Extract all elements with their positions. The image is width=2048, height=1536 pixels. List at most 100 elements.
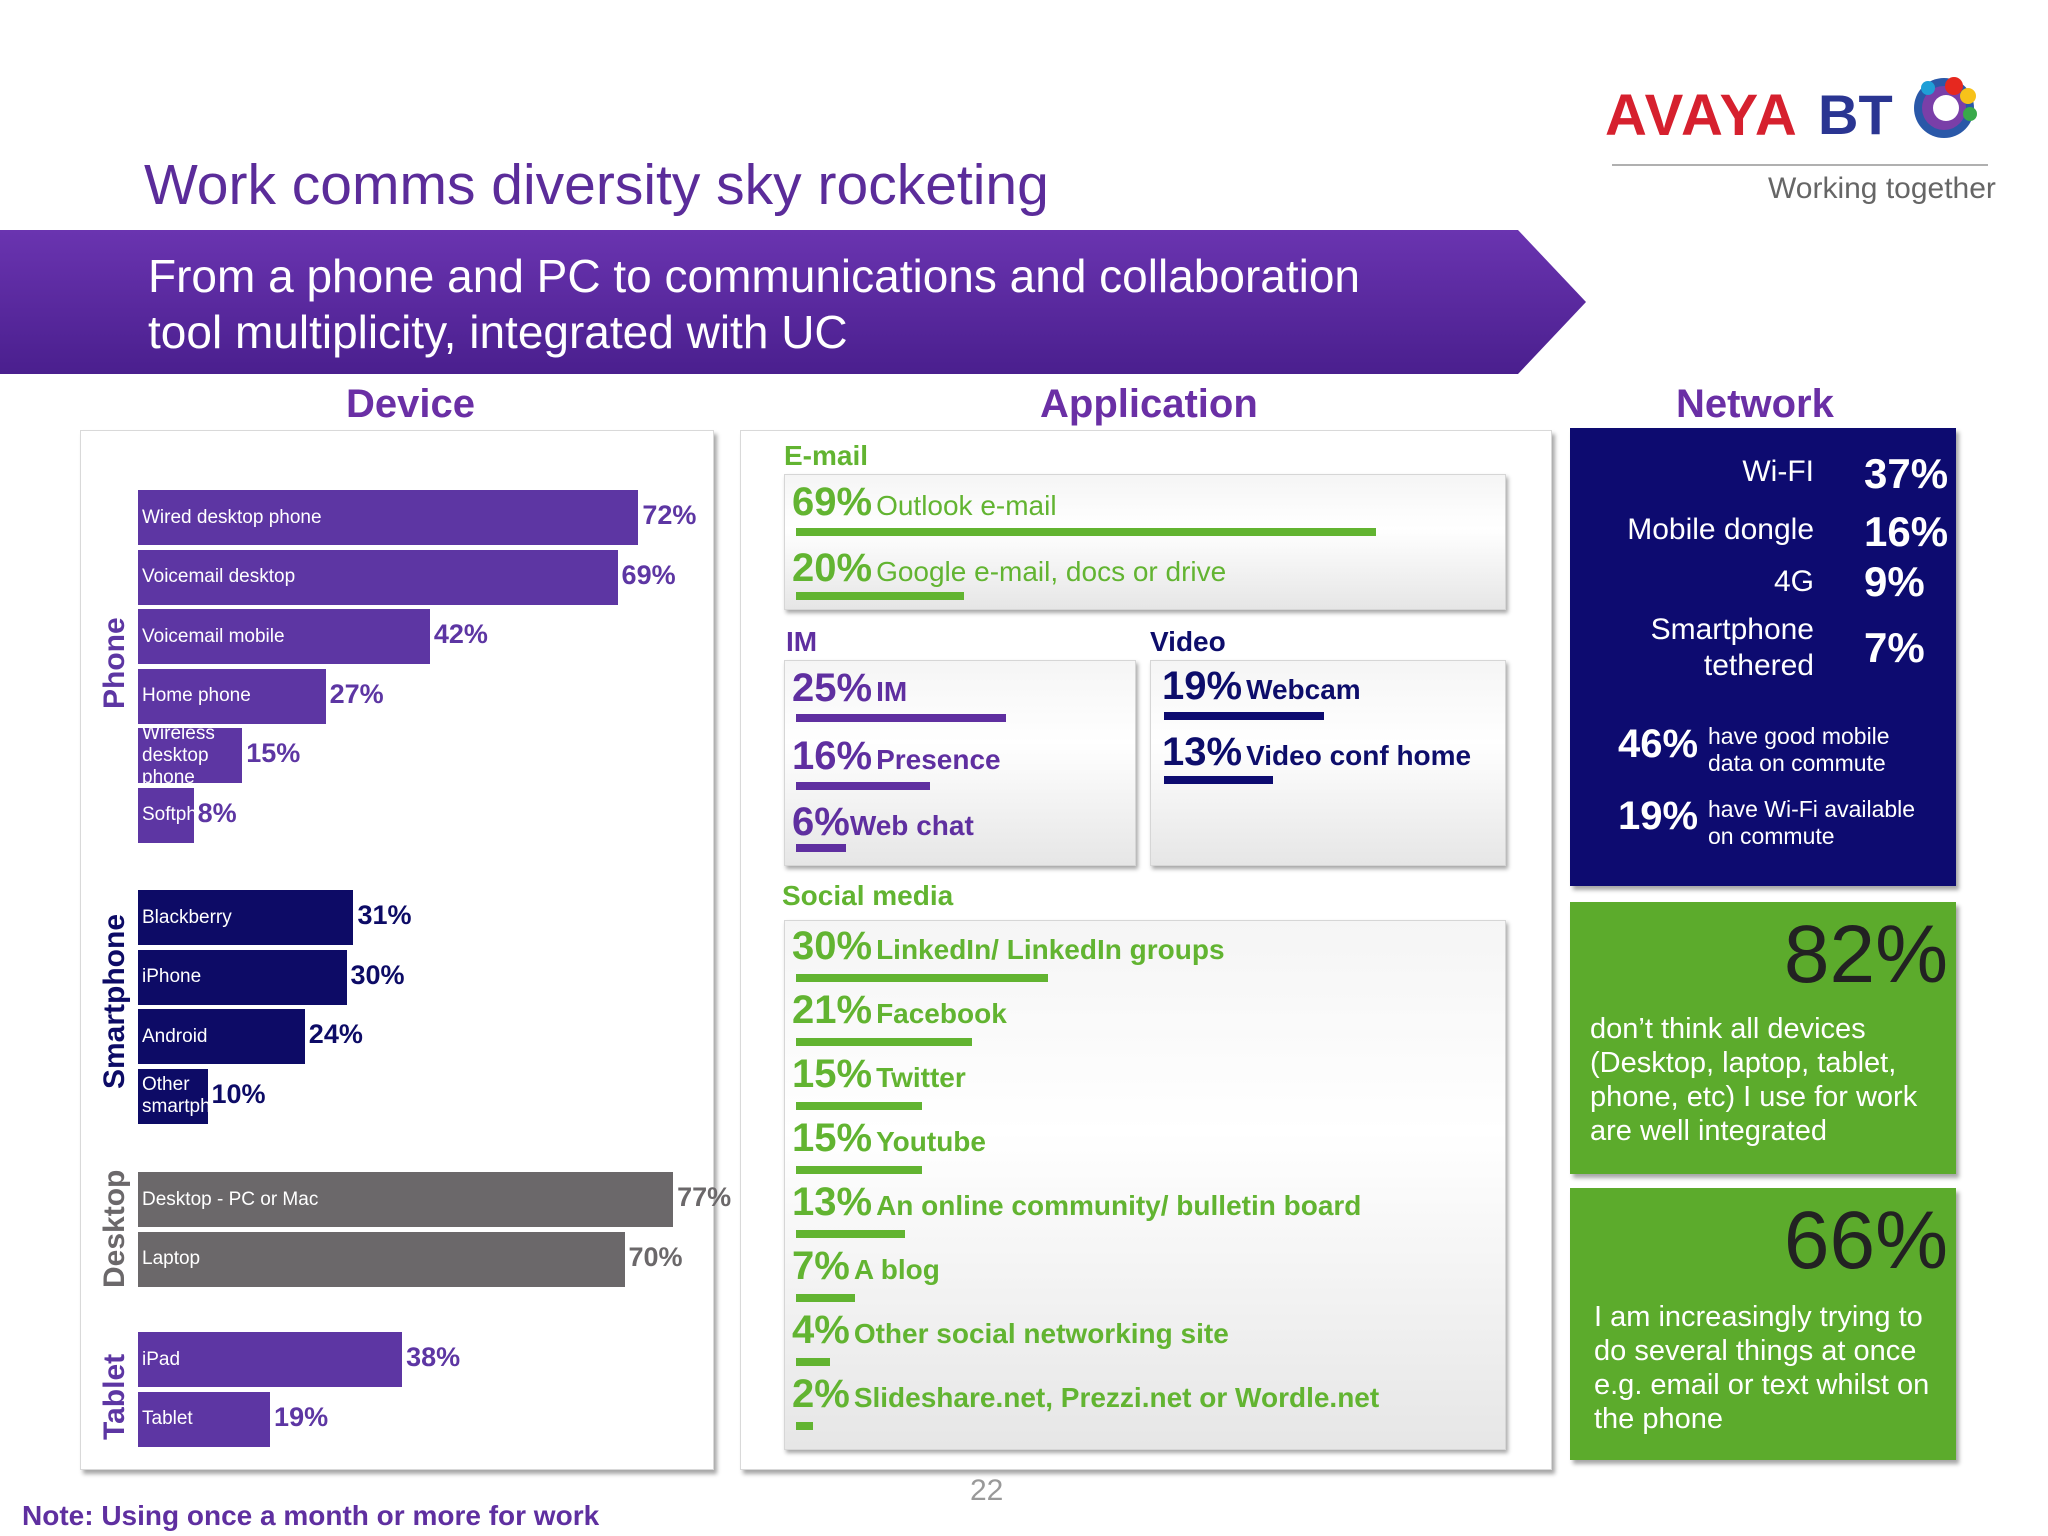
video-label: Video conf home (1246, 740, 1472, 771)
im-row: 16% Presence (792, 734, 1001, 779)
social-box (784, 920, 1506, 1450)
social-label: Facebook (876, 998, 1007, 1029)
email-bar (796, 592, 964, 600)
stat-big-number: 66% (1783, 1195, 1948, 1286)
social-bar (796, 1166, 922, 1174)
email-bar (796, 528, 1376, 536)
social-pct: 15% (792, 1116, 873, 1160)
network-label: Wi-FI (1742, 455, 1814, 488)
social-bar (796, 1358, 830, 1366)
device-bar-value: 15% (246, 738, 301, 768)
social-row: 15% Youtube (792, 1116, 986, 1161)
social-row: 4% Other social networking site (792, 1308, 1229, 1353)
banner-line-2: tool multiplicity, integrated with UC (148, 306, 848, 358)
device-bar: Wireless desktop phone (138, 723, 243, 788)
video-pct: 19% (1162, 664, 1243, 708)
device-group-label: Tablet (98, 1353, 131, 1440)
im-bar (796, 782, 931, 790)
social-label: An online community/ bulletin board (876, 1190, 1362, 1221)
email-row: 69% Outlook e-mail (792, 480, 1057, 525)
application-column-title: Application (1040, 382, 1258, 426)
device-group-label: Smartphone (98, 913, 131, 1089)
im-row: 25% IM (792, 666, 907, 711)
device-bar: Wired desktop phone (138, 490, 639, 547)
email-pct: 20% (792, 546, 873, 590)
video-bar (1164, 712, 1324, 720)
commute-text: have Wi-Fi available on commute (1708, 796, 1916, 849)
logo-divider (1612, 164, 1988, 166)
device-bar: Softphone (138, 787, 229, 845)
device-bar-value: 10% (211, 1078, 266, 1109)
social-pct: 13% (792, 1180, 873, 1224)
video-row: 19% Webcam (1162, 664, 1361, 709)
avaya-logo: AVAYA (1605, 83, 1799, 148)
social-bar (796, 1422, 813, 1430)
device-bar-value: 31% (357, 900, 412, 930)
banner-text: From a phone and PC to communications an… (148, 248, 1448, 360)
device-group-label: Phone (98, 616, 131, 709)
video-bar (1164, 776, 1274, 784)
social-row: 15% Twitter (792, 1052, 966, 1097)
network-column-title: Network (1676, 382, 1834, 426)
im-box (784, 660, 1136, 866)
device-bar-value: 77% (677, 1182, 732, 1212)
banner-arrow (0, 230, 1586, 374)
im-pct: 16% (792, 734, 873, 778)
network-value: 9% (1864, 558, 1925, 605)
stat-text: I am increasingly trying to do several t… (1594, 1301, 1930, 1435)
device-bar: Tablet (138, 1391, 271, 1449)
im-pct: 6% (792, 800, 850, 844)
device-bar: Desktop - PC or Mac (138, 1172, 674, 1229)
commute-pct: 19% (1618, 794, 1699, 838)
device-bar-value: 38% (406, 1342, 461, 1372)
social-row: 13% An online community/ bulletin board (792, 1180, 1361, 1225)
device-bar: Other smartphone (138, 1068, 242, 1126)
social-label: A blog (853, 1254, 940, 1285)
device-column-title: Device (346, 382, 475, 426)
video-label: Webcam (1246, 674, 1361, 705)
im-label: Web chat (849, 810, 974, 841)
im-label: IM (876, 676, 908, 707)
video-section-title: Video (1150, 626, 1226, 657)
social-label: LinkedIn/ LinkedIn groups (876, 934, 1225, 965)
device-bar-value: 42% (433, 619, 488, 649)
social-pct: 30% (792, 924, 873, 968)
im-label: Presence (876, 744, 1001, 775)
email-section-title: E-mail (784, 440, 869, 471)
im-row: 6%Web chat (792, 800, 974, 845)
social-label: Twitter (876, 1062, 966, 1093)
page-number: 22 (970, 1474, 1004, 1507)
social-section-title: Social media (782, 880, 954, 911)
device-bar-value: 19% (274, 1401, 329, 1432)
network-box: Wi-FI 37% Mobile dongle 16% 4G 9% Smartp… (1570, 428, 1956, 886)
logo-tagline: Working together (1768, 172, 1996, 205)
device-bar: Laptop (138, 1231, 625, 1289)
social-bar (796, 974, 1048, 982)
device-bar-value: 72% (642, 500, 697, 530)
footnote: Note: Using once a month or more for wor… (22, 1500, 600, 1531)
network-value: 7% (1864, 624, 1925, 671)
email-label: Google e-mail, docs or drive (876, 556, 1227, 587)
email-box (784, 474, 1506, 610)
social-pct: 7% (792, 1244, 850, 1288)
device-group-label: Desktop (98, 1169, 131, 1288)
social-row: 21% Facebook (792, 988, 1007, 1033)
device-bar-chart: Wired desktop phone 72% Voicemail desktop 6… (80, 430, 731, 1470)
device-bar: Voicemail desktop (138, 549, 618, 607)
banner-line-1: From a phone and PC to communications an… (148, 250, 1361, 302)
bt-logo: BT (1818, 83, 1893, 146)
social-pct: 21% (792, 988, 873, 1032)
stat-text: don’t think all devices (Desktop, laptop… (1590, 1013, 1918, 1147)
device-bar-value: 8% (197, 797, 237, 828)
im-bar (796, 844, 847, 852)
bt-globe-icon (1914, 77, 1977, 138)
network-value: 16% (1864, 508, 1949, 555)
social-bar (796, 1102, 922, 1110)
network-label: 4G (1773, 565, 1814, 598)
im-section-title: IM (786, 626, 818, 657)
social-label: Other social networking site (853, 1318, 1229, 1349)
page-title: Work comms diversity sky rocketing (144, 153, 1049, 217)
device-bar-value: 70% (628, 1241, 683, 1272)
network-label: Mobile dongle (1627, 513, 1814, 546)
